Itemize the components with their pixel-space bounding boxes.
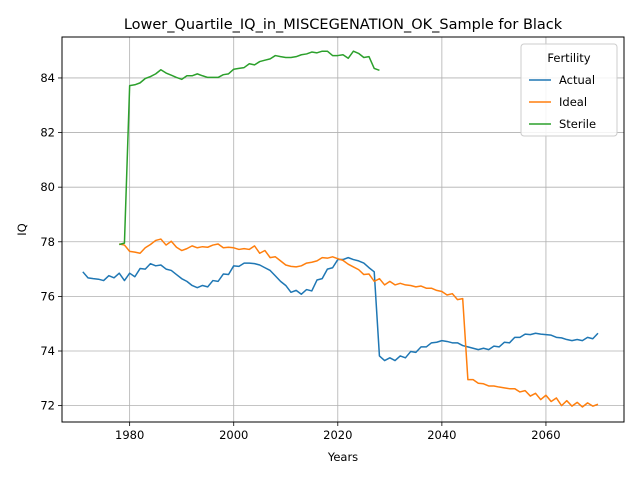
legend-label-sterile: Sterile: [559, 117, 596, 131]
y-tick-label: 82: [40, 126, 55, 140]
y-tick-label: 74: [40, 344, 55, 358]
plot-area-frame: [61, 36, 625, 423]
series-lines: [82, 50, 599, 408]
x-axis-label: Years: [327, 450, 358, 464]
x-tick-label: 2000: [219, 428, 248, 442]
legend-label-actual: Actual: [559, 73, 595, 87]
legend-box: [520, 43, 618, 137]
x-tick-label: 2060: [531, 428, 560, 442]
chart-title: Lower_Quartile_IQ_in_MISCEGENATION_OK_Sa…: [124, 17, 563, 33]
legend-items: Actual Ideal Sterile: [529, 73, 596, 131]
y-tick-label: 78: [40, 235, 55, 249]
legend: Fertility Actual Ideal Sterile: [520, 43, 618, 137]
y-tick-label: 76: [40, 289, 55, 303]
x-tick-label: 2040: [427, 428, 456, 442]
series-line-ideal: [119, 238, 599, 408]
y-tick-label: 80: [40, 180, 55, 194]
legend-title: Fertility: [547, 51, 590, 65]
x-tick-label: 1980: [115, 428, 144, 442]
x-tick-label: 2020: [323, 428, 352, 442]
axis-ticks: 1980 2000 2020 2040 2060 72 74 76 78 80 82 84: [40, 71, 560, 442]
series-line-sterile: [119, 50, 380, 246]
y-axis-label: IQ: [15, 223, 29, 235]
y-tick-label: 84: [40, 71, 55, 85]
legend-label-ideal: Ideal: [559, 95, 587, 109]
y-tick-label: 72: [40, 399, 55, 413]
